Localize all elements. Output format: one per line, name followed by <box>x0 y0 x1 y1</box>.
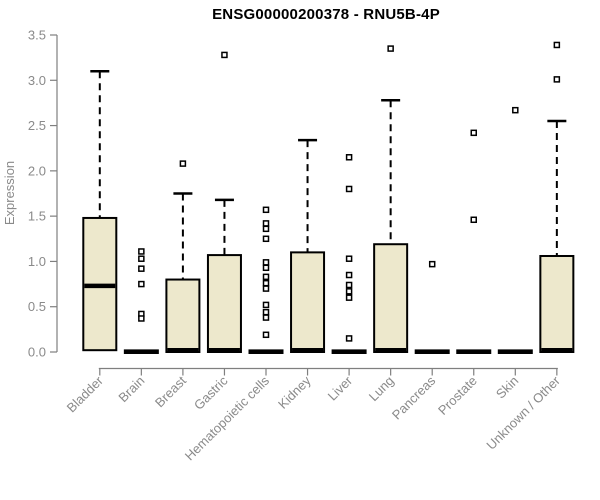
outlier-point-hematopoietic-cells <box>262 331 270 339</box>
outlier-point-hematopoietic-cells <box>262 314 270 321</box>
outlier-point-liver <box>345 154 353 161</box>
outlier-point-hematopoietic-cells <box>262 301 270 309</box>
outlier-point-brain <box>138 248 145 255</box>
box-flat-skin <box>497 349 533 354</box>
outlier-point-hematopoietic-cells <box>262 206 270 214</box>
outlier-point-brain <box>138 255 145 262</box>
outlier-point-unknown-other <box>553 41 561 49</box>
y-axis-title: Expression <box>2 161 17 225</box>
x-tick-label-pancreas: Pancreas <box>389 373 439 423</box>
outlier-point-brain <box>138 315 145 322</box>
x-tick-label-prostate: Prostate <box>435 373 480 418</box>
x-tick-label-lung: Lung <box>366 373 397 404</box>
y-tick-label: 1.5 <box>28 209 46 224</box>
x-tick-label-breast: Breast <box>152 373 189 410</box>
y-tick-label: 2.5 <box>28 118 46 133</box>
x-tick-label-brain: Brain <box>115 373 147 405</box>
x-tick-label-bladder: Bladder <box>64 373 107 416</box>
y-tick-label: 2.0 <box>28 163 46 178</box>
outlier-point-hematopoietic-cells <box>262 220 270 227</box>
x-tick-label-liver: Liver <box>325 373 356 404</box>
box-flat-pancreas <box>414 349 450 354</box>
box-kidney <box>290 251 326 353</box>
x-tick-label-kidney: Kidney <box>275 373 314 412</box>
outlier-point-hematopoietic-cells <box>262 308 270 316</box>
x-tick-label-unknown-other: Unknown / Other <box>483 373 563 453</box>
outlier-point-liver <box>345 281 353 289</box>
outlier-point-skin <box>512 106 519 114</box>
outlier-point-prostate <box>470 129 477 137</box>
y-tick-label: 0.0 <box>28 345 46 360</box>
outlier-point-hematopoietic-cells <box>262 225 270 233</box>
outlier-point-gastric <box>221 51 228 59</box>
box-unknown-other <box>539 254 575 354</box>
outlier-point-hematopoietic-cells <box>262 273 270 281</box>
box-gastric <box>206 254 242 354</box>
outlier-point-breast <box>179 160 187 167</box>
box-flat-liver <box>331 349 367 354</box>
outlier-point-brain <box>138 280 145 288</box>
outlier-point-pancreas <box>428 260 436 268</box>
box-lung <box>373 243 409 353</box>
outlier-point-liver <box>345 294 353 301</box>
x-tick-label-skin: Skin <box>493 373 521 401</box>
outlier-point-brain <box>138 265 145 272</box>
x-tick-label-gastric: Gastric <box>191 373 231 413</box>
outlier-point-liver <box>345 255 353 262</box>
outlier-point-liver <box>345 271 353 279</box>
y-tick-label: 0.5 <box>28 299 46 314</box>
outlier-point-hematopoietic-cells <box>262 285 270 292</box>
box-flat-brain <box>123 349 159 354</box>
outlier-point-hematopoietic-cells <box>262 279 270 287</box>
outlier-point-prostate <box>470 216 477 224</box>
outlier-point-liver <box>345 335 353 342</box>
outlier-point-lung <box>387 45 394 52</box>
outlier-point-unknown-other <box>553 76 561 83</box>
y-tick-label: 3.5 <box>28 28 46 43</box>
chart-title: ENSG00000200378 - RNU5B-4P <box>212 6 440 23</box>
y-tick-label: 3.0 <box>28 73 46 88</box>
outlier-point-hematopoietic-cells <box>262 259 270 266</box>
outlier-point-liver <box>345 288 353 295</box>
outlier-point-hematopoietic-cells <box>262 264 270 272</box>
box-breast <box>165 278 201 353</box>
box-flat-prostate <box>456 349 492 354</box>
outlier-point-hematopoietic-cells <box>262 235 270 243</box>
y-tick-label: 1.0 <box>28 254 46 269</box>
box-flat-hematopoietic-cells <box>248 349 284 354</box>
outlier-point-liver <box>345 185 353 193</box>
